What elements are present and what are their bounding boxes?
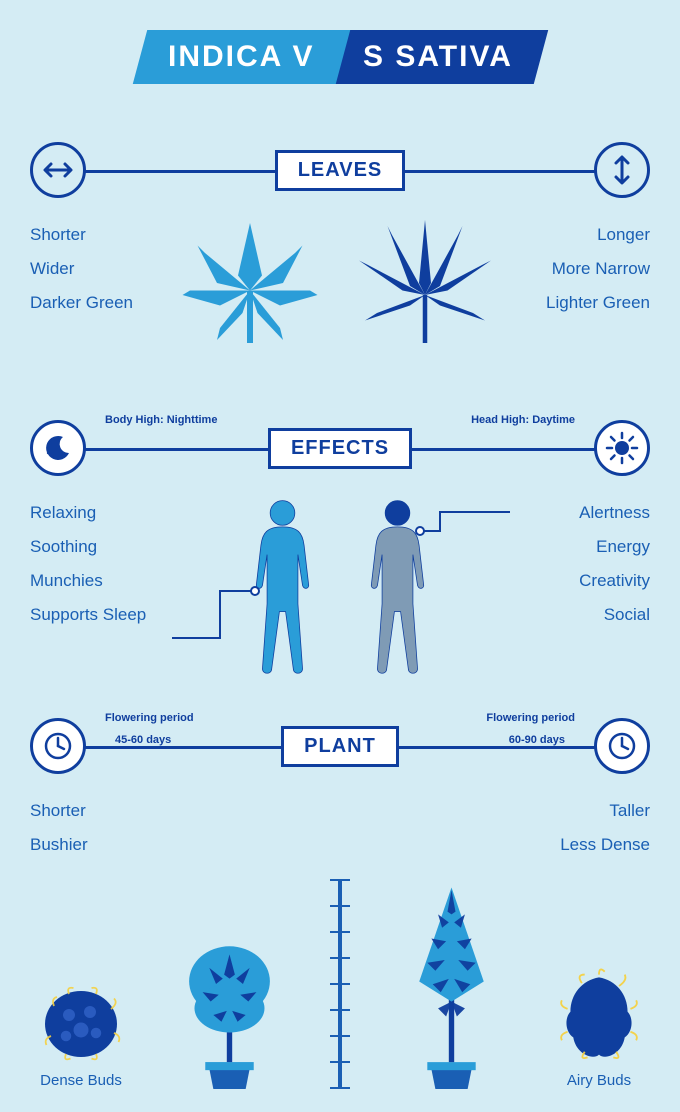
title-sativa: S SATIVA [327, 30, 547, 84]
list-item: Energy [579, 530, 650, 564]
page-title: INDICA V S SATIVA [0, 0, 680, 110]
section-leaves: LEAVES Shorter Wider Darker Green [30, 140, 650, 368]
list-item: Munchies [30, 564, 146, 598]
moon-icon [30, 420, 86, 476]
sun-icon [594, 420, 650, 476]
sativa-plant-icon [394, 874, 509, 1089]
bud-caption: Dense Buds [36, 1072, 126, 1089]
body-indica-icon [235, 496, 330, 681]
section-label-effects: EFFECTS [268, 428, 412, 469]
section-effects: Body High: Nighttime Head High: Daytime … [30, 418, 650, 676]
bud-caption: Airy Buds [554, 1072, 644, 1089]
sublabel-days-right: 60-90 days [509, 734, 565, 746]
list-item: Bushier [30, 828, 88, 862]
section-plant: Flowering period 45-60 days Flowering pe… [30, 716, 650, 1089]
list-item: Less Dense [560, 828, 650, 862]
section-label-plant: PLANT [281, 726, 399, 767]
list-item: Shorter [30, 218, 133, 252]
plant-right-list: Taller Less Dense [560, 794, 650, 862]
airy-bud-icon [554, 966, 644, 1066]
list-item: Taller [560, 794, 650, 828]
list-item: Relaxing [30, 496, 146, 530]
sublabel-flower-right: Flowering period [486, 712, 575, 724]
list-item: Shorter [30, 794, 88, 828]
sublabel-days-left: 45-60 days [115, 734, 171, 746]
title-indica: INDICA V [132, 30, 349, 84]
effects-left-list: Relaxing Soothing Munchies Supports Slee… [30, 496, 146, 676]
list-item: Longer [546, 218, 650, 252]
dense-bud-icon [36, 976, 126, 1066]
arrows-horizontal-icon [30, 142, 86, 198]
list-item: Alertness [579, 496, 650, 530]
list-item: Lighter Green [546, 286, 650, 320]
section-label-leaves: LEAVES [275, 150, 406, 191]
sublabel-nighttime: Body High: Nighttime [105, 414, 217, 426]
list-item: Darker Green [30, 286, 133, 320]
list-item: Wider [30, 252, 133, 286]
leaves-right-list: Longer More Narrow Lighter Green [546, 218, 650, 368]
ruler-icon [338, 879, 342, 1089]
sublabel-daytime: Head High: Daytime [471, 414, 575, 426]
indica-plant-icon [172, 914, 287, 1089]
indica-leaf-icon [175, 208, 325, 358]
list-item: Creativity [579, 564, 650, 598]
effects-right-list: Alertness Energy Creativity Social [579, 496, 650, 676]
leaves-left-list: Shorter Wider Darker Green [30, 218, 133, 368]
list-item: Soothing [30, 530, 146, 564]
sativa-leaf-icon [345, 208, 505, 358]
list-item: Social [579, 598, 650, 632]
list-item: Supports Sleep [30, 598, 146, 632]
list-item: More Narrow [546, 252, 650, 286]
clock-icon [594, 718, 650, 774]
dense-bud: Dense Buds [36, 976, 126, 1089]
airy-bud: Airy Buds [554, 966, 644, 1089]
arrows-vertical-icon [594, 142, 650, 198]
plant-left-list: Shorter Bushier [30, 794, 88, 862]
clock-icon [30, 718, 86, 774]
body-sativa-icon [350, 496, 445, 681]
sublabel-flower-left: Flowering period [105, 712, 194, 724]
